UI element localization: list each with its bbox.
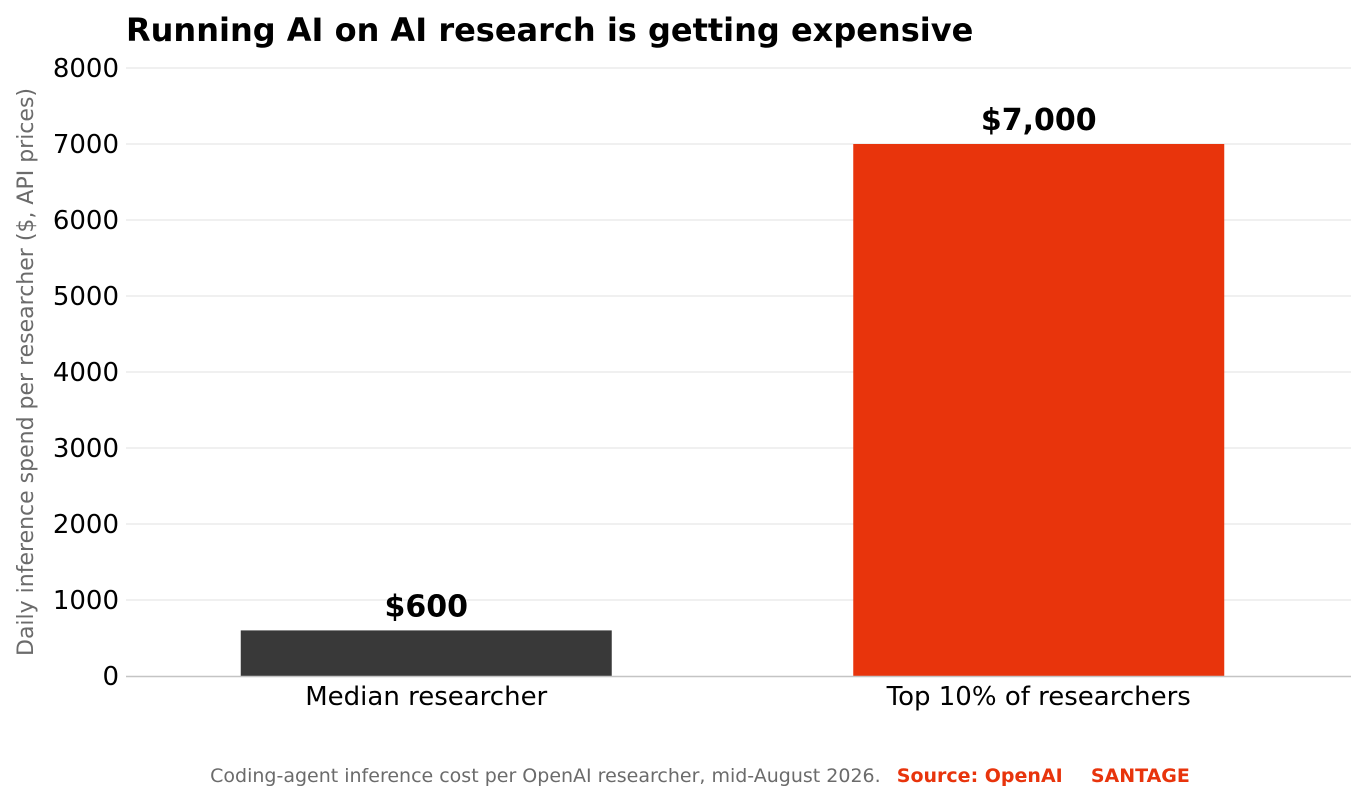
footer-caption: Coding-agent inference cost per OpenAI r…	[210, 765, 1190, 787]
bars	[240, 144, 1225, 676]
bar	[240, 630, 612, 676]
y-tick-label: 0	[102, 662, 119, 692]
x-category-label: Median researcher	[305, 682, 547, 712]
bar	[853, 144, 1225, 676]
y-tick-label: 3000	[53, 434, 119, 464]
y-tick-label: 7000	[53, 130, 119, 160]
bar-value-label: $7,000	[981, 103, 1097, 138]
footer-brand: SANTAGE	[1091, 765, 1190, 787]
y-axis-ticks: 0 1000 2000 3000 4000 5000 6000 7000 8000	[53, 54, 119, 692]
y-tick-label: 2000	[53, 510, 119, 540]
chart-title: Running AI on AI research is getting exp…	[126, 11, 973, 49]
bar-value-label: $600	[385, 589, 469, 624]
gridlines	[126, 67, 1351, 601]
y-tick-label: 5000	[53, 282, 119, 312]
y-tick-label: 6000	[53, 206, 119, 236]
y-tick-label: 4000	[53, 358, 119, 388]
x-category-label: Top 10% of researchers	[886, 682, 1191, 712]
y-tick-label: 8000	[53, 54, 119, 84]
y-axis-label: Daily inference spend per researcher ($,…	[14, 88, 39, 656]
footer-source: Source: OpenAI	[897, 765, 1063, 787]
value-labels: $600 $7,000	[385, 103, 1097, 624]
y-tick-label: 1000	[53, 586, 119, 616]
footer-note: Coding-agent inference cost per OpenAI r…	[210, 765, 881, 787]
x-axis-categories: Median researcher Top 10% of researchers	[305, 682, 1191, 712]
